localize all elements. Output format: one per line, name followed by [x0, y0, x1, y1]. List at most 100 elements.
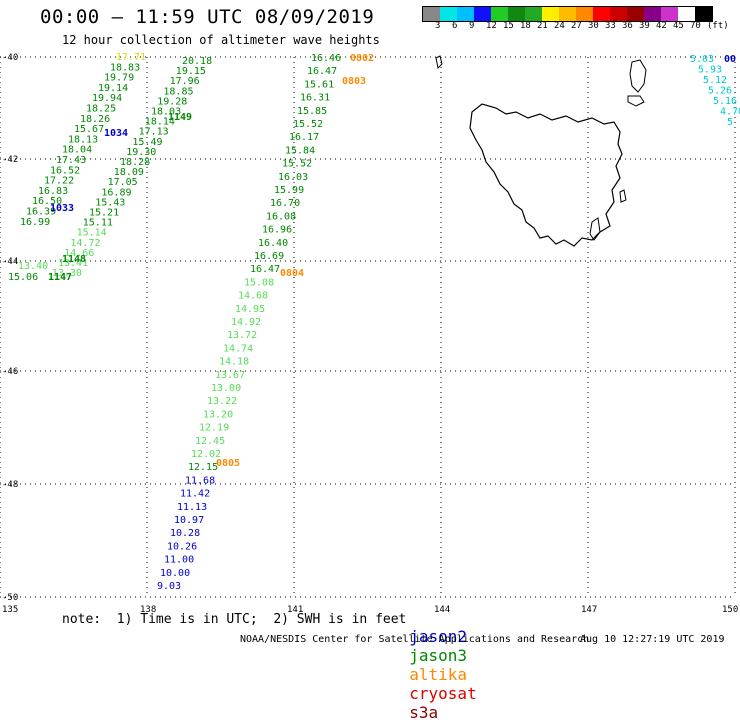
pass-time-label: 1147	[48, 272, 72, 283]
latitude-tick-label: -44	[2, 257, 18, 267]
legend-s3a: s3a	[409, 703, 439, 722]
pass-time-label: 1034	[104, 128, 128, 139]
wave-height-label-jason3: 17.22	[44, 176, 74, 187]
pass-time-label-altika: 0803	[342, 76, 366, 87]
legend-jason2: jason2	[409, 627, 468, 646]
wave-height-label: 13.00	[211, 383, 241, 394]
wave-height-label-s3a: 5.93	[698, 65, 722, 76]
wave-height-label: 14.92	[231, 317, 261, 328]
wave-height-label: 16.70	[270, 198, 300, 209]
wave-height-label: 13.22	[207, 396, 237, 407]
longitude-tick-label: 150	[722, 605, 738, 615]
flinders-island	[629, 59, 647, 93]
color-scale-label: (ft)	[707, 21, 729, 31]
color-scale-label: 33	[605, 21, 616, 31]
wave-height-color-scale	[422, 6, 713, 22]
pass-time-label: 1149	[168, 112, 192, 123]
color-scale-label: 36	[622, 21, 633, 31]
wave-height-label: 16.69	[254, 251, 284, 262]
pass-time-label: 00	[724, 54, 736, 65]
wave-height-label: 16.03	[278, 172, 308, 183]
footer-note: note: 1) Time is in UTC; 2) SWH is in fe…	[62, 612, 407, 627]
color-scale-label: 21	[537, 21, 548, 31]
latitude-tick-label: -46	[2, 367, 18, 377]
wave-height-label-jason3: 18.83	[110, 62, 140, 73]
wave-height-label: 15.08	[244, 277, 274, 288]
wave-height-label: 14.68	[238, 291, 268, 302]
wave-height-label-jason3: 16.50	[32, 196, 62, 207]
color-swatch	[491, 7, 508, 21]
wave-height-label-jason3: 16.39	[26, 207, 56, 218]
wave-height-label-s3a: 5.03	[690, 54, 714, 65]
wave-height-label: 11.00	[164, 555, 194, 566]
wave-height-label: 12.15	[188, 462, 218, 473]
wave-height-label-jason3: 15.67	[74, 124, 104, 135]
color-swatch	[423, 7, 440, 21]
wave-height-label-jason3: 19.15	[176, 66, 206, 77]
color-swatch	[525, 7, 542, 21]
wave-height-label-jason3: 16.89	[101, 187, 131, 198]
color-swatch	[474, 7, 491, 21]
wave-height-label: 12.45	[195, 436, 225, 447]
color-swatch	[440, 7, 457, 21]
wave-height-label-jason3: 19.28	[157, 96, 187, 107]
wave-height-label-jason3: 15.06	[8, 272, 38, 283]
wave-height-label: 10.26	[167, 541, 197, 552]
color-scale-label: 70	[690, 21, 701, 31]
wave-height-label-jason3: 17.96	[170, 76, 200, 87]
color-scale-label: 30	[588, 21, 599, 31]
color-scale-label: 45	[673, 21, 684, 31]
longitude-tick-label: 144	[434, 605, 450, 615]
cape-barren-island	[627, 95, 645, 107]
color-scale-label: 18	[520, 21, 531, 31]
wave-height-label-jason3: 15.21	[89, 208, 119, 219]
wave-height-label: 14.18	[219, 357, 249, 368]
wave-height-label-jason3: 18.09	[114, 167, 144, 178]
longitude-tick-label: 135	[2, 605, 18, 615]
generated-timestamp: Aug 10 12:27:19 UTC 2019	[580, 634, 725, 645]
axis-tick-labels: 135 138 141 144 147 150 -40 -42 -44 -46 -48 -50	[2, 53, 738, 615]
wave-height-label: 16.17	[289, 132, 319, 143]
color-swatch	[559, 7, 576, 21]
color-swatch	[576, 7, 593, 21]
color-scale-label: 6	[452, 21, 458, 31]
wave-height-label: 14.95	[235, 304, 265, 315]
color-scale-label: 15	[503, 21, 514, 31]
wave-height-label-jason3: 19.30	[126, 147, 156, 158]
color-scale-label: 3	[435, 21, 441, 31]
color-swatch	[644, 7, 661, 21]
pass-time-label: 1148	[62, 254, 86, 265]
latitude-tick-label: -50	[2, 593, 18, 603]
color-swatch	[593, 7, 610, 21]
wave-height-label-jason3: 14.66	[64, 248, 94, 259]
satellite-legend: jason2 jason3 altika cryosat s3a	[390, 608, 483, 722]
wave-height-label-jason3: 13.40	[18, 261, 48, 272]
wave-height-label-jason3: 13.41	[58, 258, 88, 269]
wave-height-label: 16.31	[300, 93, 330, 104]
wave-height-label: 9.03	[157, 581, 181, 592]
wave-height-label-jason3: 15.49	[132, 137, 162, 148]
color-swatch	[457, 7, 474, 21]
color-swatch	[610, 7, 627, 21]
legend-jason3: jason3	[409, 646, 468, 665]
wave-height-label: 15.52	[293, 119, 323, 130]
color-swatch	[661, 7, 678, 21]
wave-height-label-jason3: 18.04	[62, 145, 92, 156]
wave-height-label-jason3: 13.30	[52, 268, 82, 279]
page-subtitle: 12 hour collection of altimeter wave hei…	[62, 33, 380, 47]
wave-height-label: 15.52	[282, 159, 312, 170]
longitude-tick-label: 138	[140, 605, 156, 615]
wave-height-label-jason3: 16.83	[38, 186, 68, 197]
wave-height-label: 13.72	[227, 330, 257, 341]
color-scale-label: 42	[656, 21, 667, 31]
wave-height-label: 12.02	[191, 449, 221, 460]
wave-height-label-s3a: 5	[727, 117, 733, 128]
wave-height-label-jason3: 15.14	[77, 228, 107, 239]
wave-height-label-jason3: 18.13	[68, 134, 98, 145]
wave-height-label: 13.67	[215, 370, 245, 381]
page-title: 00:00 – 11:59 UTC 08/09/2019	[40, 6, 375, 28]
wave-height-label: 10.00	[160, 568, 190, 579]
wave-height-label: 11.13	[177, 502, 207, 513]
latitude-tick-label: -40	[2, 53, 18, 63]
latitude-tick-label: -42	[2, 155, 18, 165]
